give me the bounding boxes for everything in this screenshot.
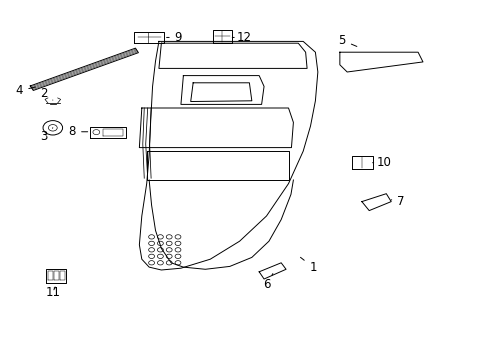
Text: 1: 1 — [300, 257, 316, 274]
Text: 3: 3 — [40, 128, 53, 143]
Text: 12: 12 — [232, 31, 251, 44]
Text: 6: 6 — [262, 274, 272, 291]
Text: 11: 11 — [45, 286, 60, 299]
Text: 9: 9 — [166, 31, 182, 44]
Text: 7: 7 — [390, 195, 404, 208]
Text: 10: 10 — [372, 156, 390, 169]
Text: 4: 4 — [16, 84, 35, 97]
Text: 2: 2 — [40, 87, 53, 100]
Text: 8: 8 — [68, 125, 87, 138]
Text: 5: 5 — [338, 34, 356, 47]
